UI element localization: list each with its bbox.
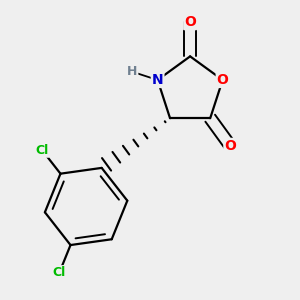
Text: O: O [217,73,229,87]
Text: Cl: Cl [36,144,49,157]
Text: Cl: Cl [53,266,66,279]
Text: N: N [152,73,164,87]
Text: H: H [127,65,137,78]
Text: O: O [184,15,196,29]
Text: O: O [224,139,236,153]
